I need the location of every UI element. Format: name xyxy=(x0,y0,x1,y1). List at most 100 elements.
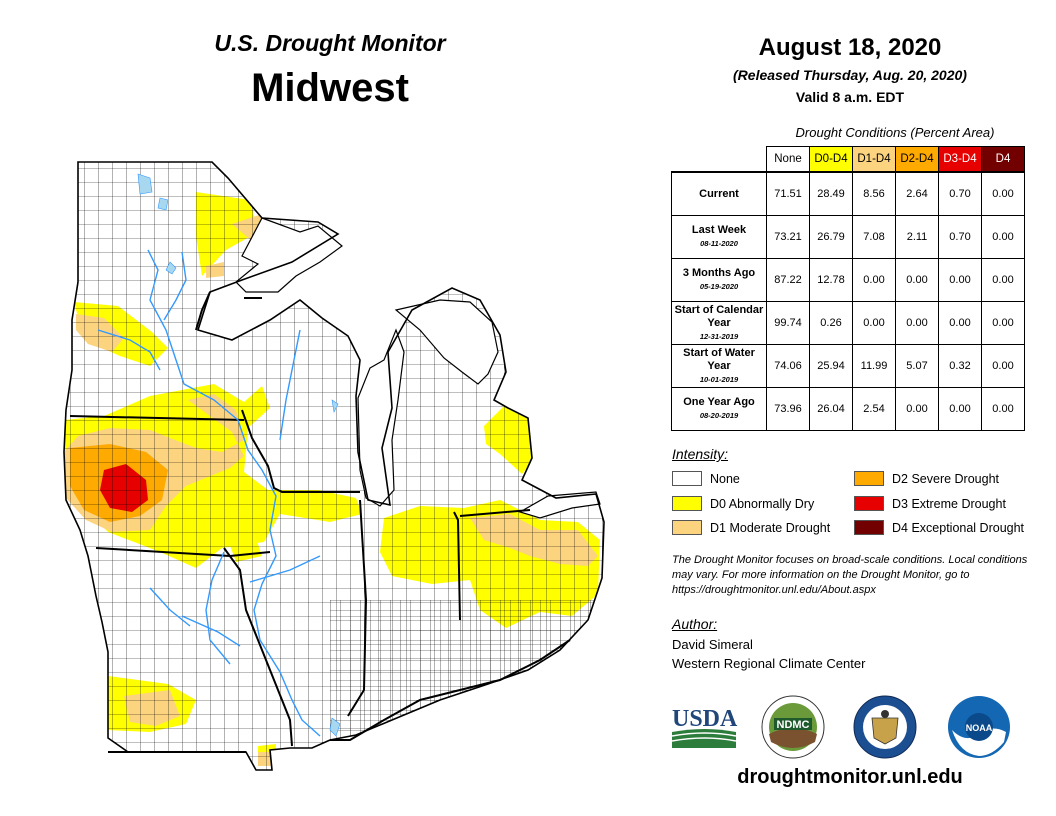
row-date: 08-20-2019 xyxy=(699,411,739,420)
table-cell: 12.78 xyxy=(809,258,853,302)
legend-label: None xyxy=(710,471,740,486)
report-date: August 18, 2020 xyxy=(758,34,942,61)
table-cell: 0.00 xyxy=(981,171,1025,216)
legend-label: D3 Extreme Drought xyxy=(892,496,1006,511)
table-cell: 73.96 xyxy=(766,387,810,431)
table-cell: 0.32 xyxy=(938,344,982,388)
table-cell: 2.11 xyxy=(895,215,939,259)
row-label: One Year Ago xyxy=(683,396,755,408)
row-header: Start of Calendar Year 12-31-2019 xyxy=(671,301,767,345)
column-header: None xyxy=(766,146,810,173)
commerce-seal-logo xyxy=(853,695,917,759)
legend-swatch xyxy=(854,496,884,511)
table-cell: 8.56 xyxy=(852,171,896,216)
row-header: 3 Months Ago 05-19-2020 xyxy=(671,258,767,302)
legend-swatch xyxy=(854,471,884,486)
great-lakes xyxy=(235,217,601,519)
table-cell: 2.54 xyxy=(852,387,896,431)
legend-heading: Intensity: xyxy=(672,446,729,462)
table-cell: 0.00 xyxy=(981,215,1025,259)
table-row: 3 Months Ago 05-19-2020 87.22 12.78 0.00 0.00… xyxy=(671,258,1025,302)
table-cell: 99.74 xyxy=(766,301,810,345)
drought-conditions-table: None D0-D4 D1-D4 D2-D4 D3-D4 D4 Current 7… xyxy=(671,146,1025,431)
table-cell: 0.26 xyxy=(809,301,853,345)
table-cell: 7.08 xyxy=(852,215,896,259)
ndmc-logo-text: NDMC xyxy=(777,719,810,731)
legend-swatch xyxy=(672,471,702,486)
legend-swatch xyxy=(672,496,702,511)
website-link[interactable]: droughtmonitor.unl.edu xyxy=(737,766,963,788)
legend-item-d2: D2 Severe Drought xyxy=(854,471,999,486)
row-label: Start of Calendar Year xyxy=(674,303,764,329)
table-cell: 0.00 xyxy=(981,344,1025,388)
table-cell: 26.79 xyxy=(809,215,853,259)
author-organization: Western Regional Climate Center xyxy=(672,656,866,671)
table-cell: 0.00 xyxy=(938,301,982,345)
conditions-caption: Drought Conditions (Percent Area) xyxy=(795,125,995,140)
legend-label: D2 Severe Drought xyxy=(892,471,1000,486)
table-cell: 5.07 xyxy=(895,344,939,388)
table-cell: 0.00 xyxy=(852,258,896,302)
disclaimer-note: The Drought Monitor focuses on broad-sca… xyxy=(672,554,1028,596)
valid-time: Valid 8 a.m. EDT xyxy=(795,89,905,105)
column-header: D0-D4 xyxy=(809,146,853,173)
row-label: Current xyxy=(699,187,739,200)
row-date: 10-01-2019 xyxy=(699,374,739,384)
row-header: One Year Ago 08-20-2019 xyxy=(671,387,767,431)
usda-logo: USDA xyxy=(671,706,738,748)
usda-logo-text: USDA xyxy=(672,706,738,732)
legend-item-d1: D1 Moderate Drought xyxy=(672,520,830,535)
state-borders xyxy=(69,291,571,753)
noaa-logo-text: NOAA xyxy=(966,723,993,733)
ndmc-logo: NDMC xyxy=(761,695,825,759)
legend-item-d4: D4 Exceptional Drought xyxy=(854,520,1024,535)
row-date: 05-19-2020 xyxy=(699,282,739,291)
table-cell: 2.64 xyxy=(895,171,939,216)
table-cell: 0.00 xyxy=(895,258,939,302)
monitor-name: U.S. Drought Monitor xyxy=(214,30,446,56)
table-row: One Year Ago 08-20-2019 73.96 26.04 2.54 0.00… xyxy=(671,387,1025,431)
table-cell: 11.99 xyxy=(852,344,896,388)
author-name: David Simeral xyxy=(672,637,753,652)
table-cell: 0.70 xyxy=(938,171,982,216)
table-cell: 26.04 xyxy=(809,387,853,431)
table-cell: 0.00 xyxy=(852,301,896,345)
column-header: D4 xyxy=(981,146,1025,173)
legend-label: D0 Abnormally Dry xyxy=(710,496,815,511)
region-title: Midwest xyxy=(251,66,409,110)
legend-label: D4 Exceptional Drought xyxy=(892,520,1025,535)
table-cell: 0.00 xyxy=(938,258,982,302)
table-corner xyxy=(672,147,767,173)
table-cell: 28.49 xyxy=(809,171,853,216)
table-cell: 0.00 xyxy=(981,387,1025,431)
table-row: Start of Water Year 10-01-2019 74.06 25.94 1… xyxy=(671,344,1025,388)
table-cell: 0.00 xyxy=(938,387,982,431)
rivers xyxy=(97,249,321,737)
row-label: Last Week xyxy=(691,224,747,236)
table-cell: 71.51 xyxy=(766,171,810,216)
legend-label: D1 Moderate Drought xyxy=(710,520,831,535)
table-cell: 0.00 xyxy=(895,387,939,431)
table-row: Start of Calendar Year 12-31-2019 99.74 0.2… xyxy=(671,301,1025,345)
table-cell: 74.06 xyxy=(766,344,810,388)
legend-item-none: None xyxy=(672,471,740,486)
table-cell: 0.00 xyxy=(981,301,1025,345)
row-header: Current xyxy=(671,171,767,216)
table-cell: 0.70 xyxy=(938,215,982,259)
table-row: Current 71.51 28.49 8.56 2.64 0.70 0.00 xyxy=(671,171,1025,216)
table-cell: 25.94 xyxy=(809,344,853,388)
row-header: Last Week 08-11-2020 xyxy=(671,215,767,259)
noaa-logo: NOAA xyxy=(948,696,1010,758)
row-label: 3 Months Ago xyxy=(682,267,756,279)
row-date: 08-11-2020 xyxy=(700,239,738,248)
small-lakes xyxy=(137,173,341,737)
row-header: Start of Water Year 10-01-2019 xyxy=(671,344,767,388)
table-row: Last Week 08-11-2020 73.21 26.79 7.08 2.11 0.7… xyxy=(671,215,1025,259)
legend-swatch xyxy=(854,520,884,535)
legend-item-d0: D0 Abnormally Dry xyxy=(672,496,814,511)
legend-item-d3: D3 Extreme Drought xyxy=(854,496,1006,511)
table-cell: 0.00 xyxy=(981,258,1025,302)
table-cell: 87.22 xyxy=(766,258,810,302)
table-cell: 73.21 xyxy=(766,215,810,259)
row-date: 12-31-2019 xyxy=(699,331,739,341)
